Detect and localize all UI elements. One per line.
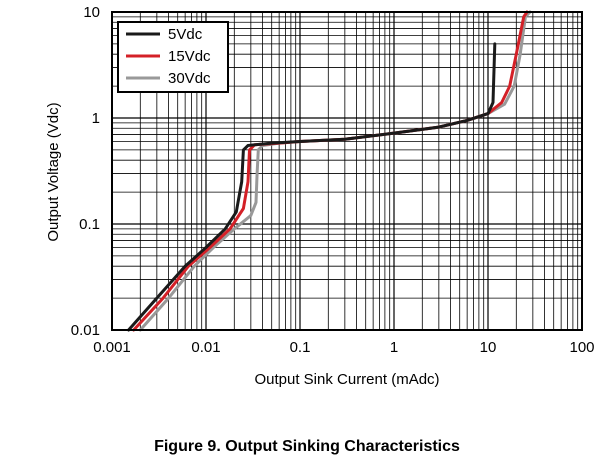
figure-caption: Figure 9. Output Sinking Characteristics (154, 438, 460, 455)
legend-label-30vdc: 30Vdc (168, 70, 211, 87)
y-tick-label: 0.01 (71, 322, 100, 339)
x-tick-label: 0.001 (93, 339, 131, 356)
series-lines (127, 10, 532, 332)
legend-label-5vdc: 5Vdc (168, 26, 203, 43)
series-line-5vdc (127, 42, 497, 332)
x-tick-label: 0.1 (290, 339, 311, 356)
x-tick-label: 10 (480, 339, 497, 356)
legend: 5Vdc 15Vdc 30Vdc (117, 21, 229, 93)
x-tick-label: 1 (390, 339, 398, 356)
x-tick-label: 100 (569, 339, 594, 356)
y-tick-label: 0.1 (79, 216, 100, 233)
y-axis-title: Output Voltage (Vdc) (45, 102, 62, 241)
x-axis-title: Output Sink Current (mAdc) (254, 371, 439, 388)
legend-label-15vdc: 15Vdc (168, 48, 211, 65)
y-tick-label: 1 (92, 110, 100, 127)
y-tick-label: 10 (83, 4, 100, 21)
x-tick-label: 0.01 (191, 339, 220, 356)
plot-frame (111, 11, 583, 331)
